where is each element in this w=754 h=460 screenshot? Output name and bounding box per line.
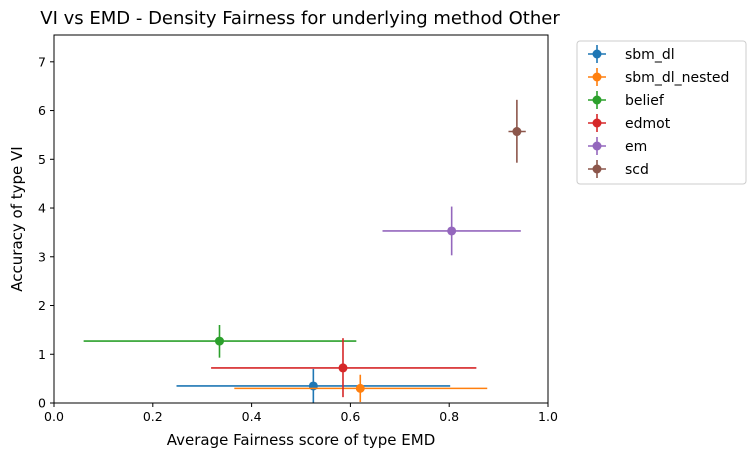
x-tick-label: 0.0 (44, 409, 64, 424)
y-axis: 0 1 2 3 4 5 6 7 (38, 54, 54, 411)
legend-item-belief: belief (588, 91, 665, 109)
legend-marker-dot (592, 49, 602, 59)
legend-item-sbm_dl_nested: sbm_dl_nested (588, 68, 729, 86)
x-axis: 0.0 0.2 0.4 0.6 0.8 1.0 (44, 403, 558, 424)
x-tick-label: 0.4 (242, 409, 262, 424)
data-point (512, 127, 522, 137)
data-point (447, 226, 457, 236)
legend-label: em (625, 139, 647, 155)
y-tick-label: 1 (38, 347, 46, 362)
series-edmot (211, 338, 477, 398)
legend-label: belief (625, 93, 665, 109)
series-sbm_dl (176, 368, 451, 403)
legend-label: edmot (625, 116, 671, 132)
legend-marker-dot (592, 141, 602, 151)
legend-item-sbm_dl: sbm_dl (588, 45, 675, 63)
legend-label: sbm_dl (625, 47, 675, 63)
legend-marker-dot (592, 118, 602, 128)
y-tick-label: 6 (38, 103, 46, 118)
plot-area (83, 99, 526, 403)
legend-frame (576, 40, 747, 185)
y-tick-label: 3 (38, 249, 46, 264)
series-sbm_dl_nested (234, 374, 488, 403)
y-tick-label: 5 (38, 152, 46, 167)
x-tick-label: 1.0 (538, 409, 558, 424)
legend-marker-dot (592, 72, 602, 82)
y-tick-label: 0 (38, 396, 46, 411)
legend-marker-dot (592, 95, 602, 105)
series-em (382, 206, 521, 256)
series-belief (83, 325, 357, 358)
y-axis-label: Accuracy of type VI (8, 146, 26, 291)
legend-item-em: em (588, 137, 647, 155)
y-tick-label: 7 (38, 54, 46, 69)
data-point (214, 336, 224, 346)
x-tick-label: 0.8 (439, 409, 459, 424)
plot-frame (53, 34, 549, 404)
legend-item-scd: scd (588, 160, 649, 178)
legend-item-edmot: edmot (588, 114, 671, 132)
x-tick-label: 0.2 (143, 409, 163, 424)
legend-marker-dot (592, 164, 602, 174)
legend-label: sbm_dl_nested (625, 70, 729, 86)
y-tick-label: 4 (38, 201, 46, 216)
x-tick-label: 0.6 (340, 409, 360, 424)
legend-label: scd (625, 162, 649, 178)
chart-title: VI vs EMD - Density Fairness for underly… (40, 8, 560, 29)
x-axis-label: Average Fairness score of type EMD (167, 431, 436, 449)
data-point (338, 363, 348, 373)
data-point (355, 383, 365, 393)
y-tick-label: 2 (38, 298, 46, 313)
series-scd (508, 99, 526, 163)
